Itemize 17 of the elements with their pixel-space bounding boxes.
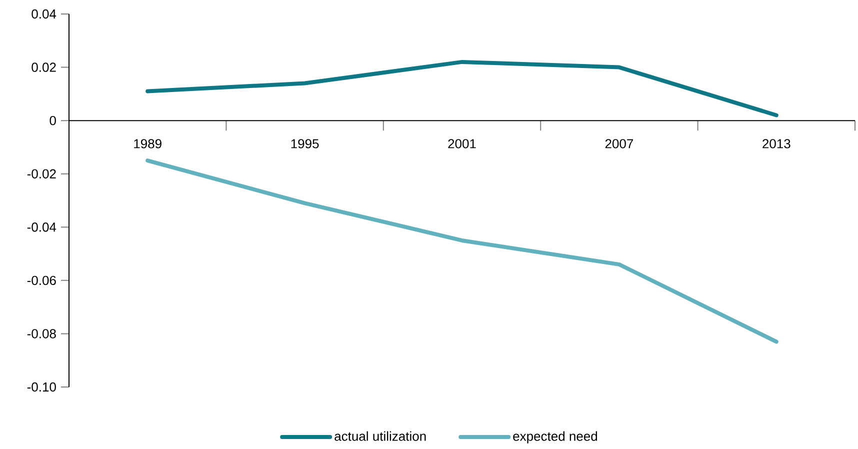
y-tick-label: -0.10 (27, 382, 56, 392)
y-tick-label: 0 (50, 116, 56, 126)
line-series (146, 158, 778, 344)
line-series (146, 60, 778, 118)
legend-label: expected need (513, 431, 598, 444)
x-tick-label: 1995 (291, 139, 319, 148)
x-tick-label: 2013 (762, 139, 790, 148)
x-tick-label: 1989 (134, 139, 162, 148)
y-tick-label: 0.04 (32, 9, 56, 19)
legend-label: actual utilization (334, 431, 426, 441)
x-tick-label: 2007 (605, 139, 634, 148)
y-tick-label: -0.02 (27, 169, 56, 178)
y-tick-label: 0.02 (32, 62, 56, 72)
x-tick-label: 2001 (448, 139, 476, 148)
y-tick-label: -0.06 (27, 276, 56, 286)
y-tick-label: -0.08 (27, 329, 56, 338)
y-tick-label: -0.04 (27, 222, 56, 232)
